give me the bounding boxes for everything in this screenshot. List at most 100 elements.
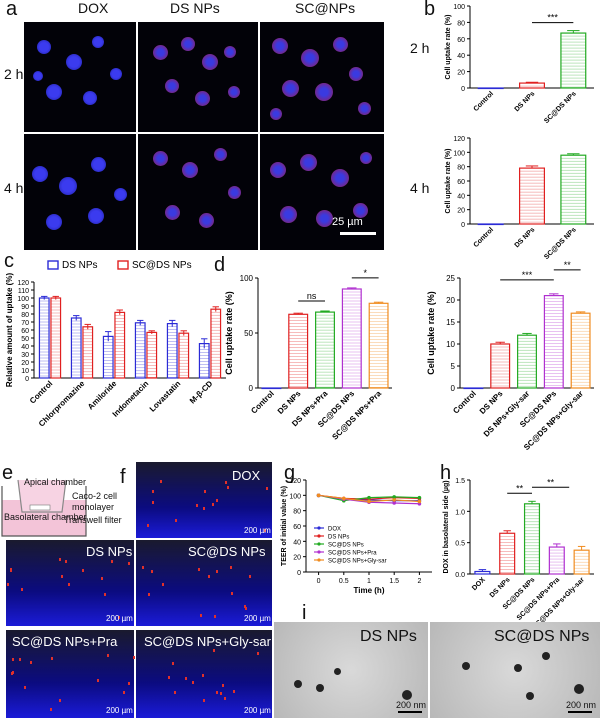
3d-scale-ds: 200 µm: [106, 614, 133, 623]
chart-g-xtick-label: 2: [417, 578, 421, 585]
chart-b_2h-bar: [560, 32, 587, 89]
chart-d_right-category-label: DS NPs: [478, 389, 505, 416]
chart-d_right-category-label: DS NPs+Gly-sar: [482, 389, 532, 439]
3d-scale-sc: 200 µm: [244, 614, 271, 623]
panel-label-h: h: [440, 462, 452, 484]
chart-g-ytick-label: 60: [293, 524, 301, 531]
panel-label-f: f: [120, 466, 126, 488]
apical-chamber-label: Apical chamber: [24, 477, 87, 487]
chart-b_4h-category-label: SC@DS NPs: [543, 226, 578, 261]
chart-b_2h-category-label: SC@DS NPs: [543, 90, 578, 125]
chart-g-legend-label: SC@DS NPs+Gly-sar: [328, 559, 387, 565]
chart-d_right-category-label: Control: [451, 389, 477, 415]
chart-b_2h-sig-label: ***: [547, 13, 558, 23]
chart-c-legend-swatch: [47, 260, 59, 270]
caco-label: Caco-2 cell: [72, 491, 118, 501]
chart-c-ytick-label: 0: [25, 376, 29, 383]
chart-c-bar: [198, 343, 210, 379]
chart-g-ytick-label: 100: [289, 493, 301, 500]
chart-h-bar: [474, 570, 491, 575]
chart-d_right-bar: [543, 295, 564, 389]
chart-c-ytick-label: 70: [21, 320, 29, 327]
chart-d_left-category-label: DS NPs: [276, 389, 303, 416]
chart-d_left-category-label: SC@DS NPs+Pra: [330, 389, 383, 442]
chart-c-ytick-label: 60: [21, 328, 29, 335]
chart-g-ytick-label: 120: [289, 478, 301, 485]
chart-c-ytick-label: 120: [17, 280, 29, 287]
chart-g-legend-marker: [317, 526, 321, 530]
tem-label-ds-nps: DS NPs: [360, 628, 417, 645]
panel-label-c: c: [4, 250, 14, 272]
panel-label-i: i: [302, 602, 307, 624]
chart-d_left-category-label: Control: [249, 389, 275, 415]
chart-h-category-label: DS NPs: [489, 576, 512, 599]
chart-b_4h-ytick-label: 0: [461, 222, 465, 229]
3d-scale-dox: 200 µm: [244, 526, 271, 535]
chart-b_2h-ytick-label: 40: [457, 53, 465, 60]
confocal-sc-2h: [260, 22, 384, 132]
3d-label-sc-ds-nps-gly-sar: SC@DS NPs+Gly-sar: [144, 634, 271, 649]
chart-c-ytick-label: 80: [21, 312, 29, 319]
chart-b_2h-ytick-label: 100: [453, 4, 465, 11]
chart-g-legend-label: SC@DS NPs: [328, 543, 364, 549]
chart-c-legend-label: DS NPs: [62, 260, 98, 271]
3d-image-sc-ds-nps-pra: [6, 630, 135, 718]
panel-label-b: b: [424, 0, 436, 20]
3d-label-dox: DOX: [232, 468, 261, 483]
chart-b_2h-bar: [518, 82, 545, 89]
chart-c-bar: [178, 332, 190, 379]
chart-b_4h-ytick-label: 120: [453, 136, 465, 143]
chart-d_left-bar: [288, 313, 309, 389]
chart-b_2h-ytick-label: 0: [461, 86, 465, 93]
chart-c-ytick-label: 100: [17, 296, 29, 303]
confocal-sc-4h: [260, 134, 384, 250]
chart-b_4h-bar: [518, 167, 545, 225]
chart-c-ytick-label: 110: [18, 288, 29, 295]
panel-label-a: a: [6, 0, 18, 20]
chart-c-category-label: Lovastatin: [148, 379, 183, 414]
3d-scale-pra: 200 µm: [106, 706, 133, 715]
chart-g-point: [367, 499, 371, 504]
chart-b_4h-bar: [477, 223, 504, 226]
chart-d_right-ytick-label: 25: [446, 274, 455, 283]
chart-b_4h-ytick-label: 40: [457, 193, 465, 200]
chart-c-ytick-label: 40: [21, 344, 29, 351]
tem-image-ds-nps: [274, 622, 428, 718]
panel-label-g: g: [284, 462, 296, 484]
chart-c-category-label: Amiloride: [86, 379, 119, 412]
chart-c-bar: [210, 308, 222, 379]
chart-g-legend-marker: [317, 534, 321, 538]
cell-monolayer: [29, 504, 51, 511]
confocal-ds-4h: [138, 134, 258, 250]
chart-g-legend-label: DOX: [328, 527, 341, 533]
chart-g-ytick-label: 40: [293, 539, 301, 546]
row-label-4h: 4 h: [4, 180, 24, 196]
chart-h-sig-label: **: [547, 477, 555, 487]
chart-h-ylabel: DOX in basolateral side (µg): [443, 480, 450, 573]
3d-image-sc-ds-nps: [136, 540, 272, 626]
3d-image-dox: [136, 462, 272, 538]
chart-d_left-sig-label: *: [363, 268, 367, 278]
transwell-insert: [17, 479, 67, 513]
chart-g-point: [417, 495, 422, 500]
chart-g-point: [342, 496, 346, 501]
col-label-ds-nps: DS NPs: [170, 0, 220, 16]
chart-g-xtick-label: 0: [317, 578, 321, 585]
chart-h-bar: [523, 503, 541, 575]
chart-g-legend-label: SC@DS NPs+Pra: [328, 551, 377, 557]
chart-d_right-sig-label: ***: [522, 270, 533, 280]
scale-bar-line: [340, 232, 376, 235]
3d-image-sc-ds-nps-gly-sar: [136, 630, 272, 718]
chart-c-ylabel: Relative amount of uptake (%): [5, 273, 14, 388]
chart-d_right-ylabel: Cell uptake rate (%): [426, 291, 436, 375]
chart-g-xtick-label: 0.5: [339, 578, 349, 585]
chart-h-ytick-label: 0.0: [455, 572, 465, 579]
chart-g-xtick-label: 1: [367, 578, 371, 585]
chart-b_4h-category-label: DS NPs: [514, 226, 537, 249]
panel-b-2h-label: 2 h: [410, 40, 430, 56]
chart-g-legend-label: DS NPs: [328, 535, 349, 541]
col-label-sc-nps: SC@NPs: [295, 0, 356, 16]
tem-label-sc-ds-nps: SC@DS NPs: [494, 628, 590, 645]
chart-g-ytick-label: 0: [297, 570, 301, 577]
